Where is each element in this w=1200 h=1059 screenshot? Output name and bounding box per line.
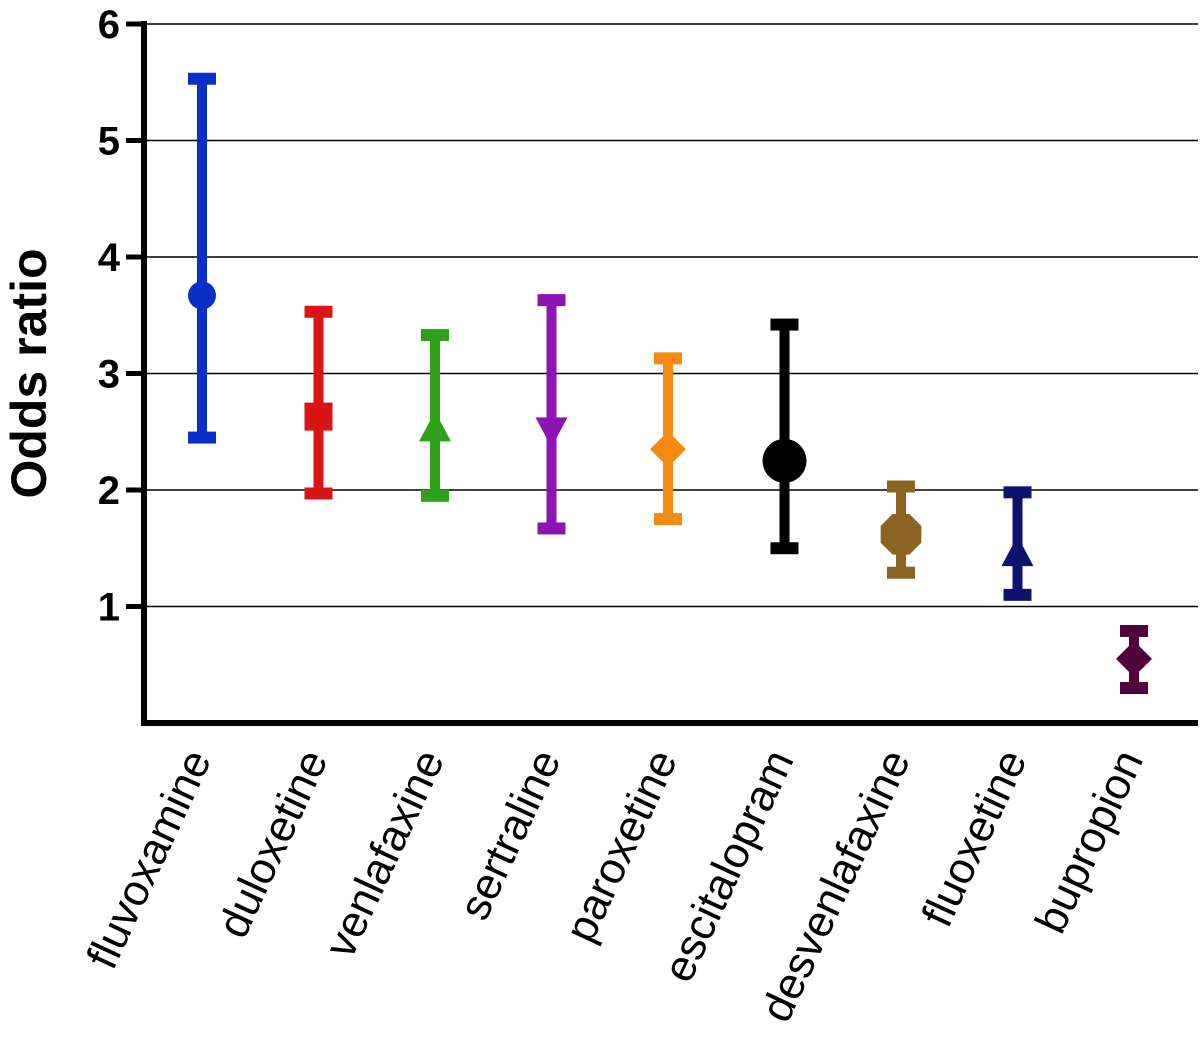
- lower-cap-desvenlafaxine: [887, 566, 915, 579]
- y-tick-label: 3: [98, 353, 120, 397]
- point-bupropion: [1116, 640, 1152, 677]
- point-duloxetine: [304, 402, 333, 431]
- y-axis-title: Odds ratio: [1, 248, 57, 498]
- x-category-label: venlafaxine: [316, 743, 454, 965]
- lower-cap-fluoxetine: [1003, 588, 1032, 601]
- upper-cap-venlafaxine: [421, 329, 449, 342]
- x-category-label: sertraline: [450, 743, 571, 928]
- upper-cap-escitalopram: [770, 318, 799, 331]
- error-bar-group-paroxetine: [650, 352, 686, 526]
- error-bar-group-bupropion: [1116, 624, 1152, 695]
- upper-cap-duloxetine: [304, 305, 333, 318]
- x-axis-category-labels: fluvoxamineduloxetinevenlafaxinesertrali…: [77, 743, 1153, 1030]
- upper-cap-sertraline: [537, 294, 566, 307]
- x-category-label: bupropion: [1026, 743, 1153, 941]
- lower-cap-escitalopram: [770, 542, 799, 555]
- y-tick-label: 1: [98, 586, 120, 630]
- data-marks: [188, 72, 1152, 695]
- upper-cap-paroxetine: [654, 352, 682, 365]
- point-venlafaxine: [419, 411, 451, 442]
- point-paroxetine: [650, 431, 686, 468]
- lower-cap-bupropion: [1120, 682, 1148, 695]
- y-tick-label: 2: [98, 469, 120, 513]
- point-escitalopram: [762, 438, 807, 483]
- lower-cap-fluvoxamine: [188, 431, 216, 444]
- error-bar-group-fluoxetine: [1001, 486, 1034, 601]
- upper-cap-bupropion: [1120, 624, 1148, 637]
- lower-cap-venlafaxine: [421, 489, 449, 502]
- point-sertraline: [535, 417, 568, 448]
- lower-cap-duloxetine: [304, 487, 333, 500]
- error-bar-group-desvenlafaxine: [880, 480, 922, 579]
- error-bar-group-fluvoxamine: [188, 72, 216, 444]
- error-bar-group-sertraline: [535, 294, 568, 535]
- y-tick-label: 6: [98, 3, 120, 47]
- y-tick-label: 4: [98, 236, 121, 280]
- upper-cap-fluvoxamine: [188, 72, 216, 85]
- x-category-label: fluoxetine: [913, 743, 1037, 934]
- lower-cap-sertraline: [537, 522, 566, 535]
- error-bar-group-escitalopram: [762, 318, 807, 555]
- upper-cap-fluoxetine: [1003, 486, 1032, 499]
- error-bar-group-duloxetine: [304, 305, 333, 500]
- x-category-label: fluvoxamine: [77, 743, 221, 976]
- point-fluoxetine: [1001, 536, 1034, 567]
- x-category-label: duloxetine: [208, 743, 337, 946]
- point-fluvoxamine: [188, 281, 216, 310]
- y-axis-ticks: 1 2 3 4 5 6: [98, 3, 144, 630]
- error-bar-group-venlafaxine: [419, 329, 451, 502]
- upper-cap-desvenlafaxine: [887, 480, 915, 493]
- point-desvenlafaxine: [880, 513, 922, 555]
- lower-cap-paroxetine: [654, 513, 682, 526]
- x-category-label: paroxetine: [556, 743, 687, 950]
- y-tick-label: 5: [98, 120, 120, 164]
